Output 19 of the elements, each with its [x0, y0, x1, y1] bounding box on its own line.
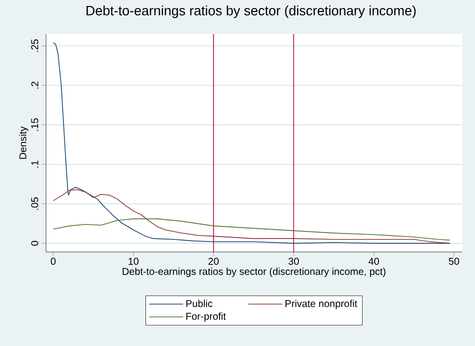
y-tick-label: .1 — [31, 160, 38, 168]
x-tick-label: 20 — [208, 258, 219, 265]
y-tick-label: .15 — [31, 118, 38, 131]
x-axis-title: Debt-to-earnings ratios by sector (discretionary income, pct) — [122, 268, 386, 277]
legend-label: Private nonprofit — [286, 300, 358, 310]
x-tick-label: 0 — [50, 258, 56, 265]
line-series — [52, 218, 450, 241]
y-tick-label: .2 — [31, 82, 38, 89]
y-tick-label: .25 — [31, 39, 38, 52]
x-tick-label: 50 — [448, 258, 460, 265]
chart-title: Debt-to-earnings ratios by sector (discretionary income) — [86, 6, 416, 18]
legend-label: For-profit — [186, 312, 226, 322]
x-tick-label: 40 — [368, 258, 379, 265]
y-tick-label: 0 — [31, 240, 38, 246]
legend-label: Public — [186, 300, 212, 308]
y-axis-title: Density — [19, 126, 28, 159]
x-tick-label: 30 — [288, 258, 299, 265]
x-tick-label: 10 — [128, 258, 139, 265]
y-tick-label: .05 — [31, 197, 38, 210]
